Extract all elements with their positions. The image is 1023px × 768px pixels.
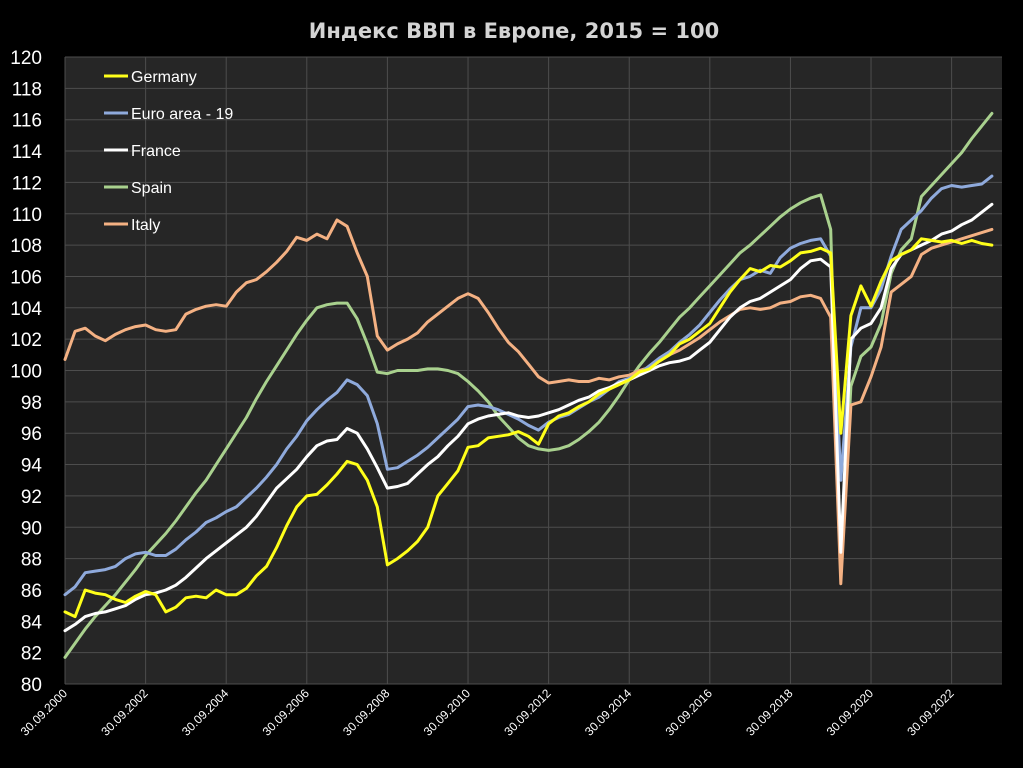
y-tick-label: 84 [21,612,43,633]
y-tick-label: 110 [12,205,42,226]
y-tick-label: 100 [10,362,42,383]
series-layer [63,111,994,659]
y-tick-label: 102 [10,330,42,351]
y-tick-label: 82 [21,644,42,665]
y-tick-label: 106 [10,267,42,288]
legend-label: Euro area - 19 [131,106,233,123]
y-tick-label: 120 [10,48,42,69]
chart-title: Индекс ВВП в Европе, 2015 = 100 [309,19,719,43]
y-tick-label: 86 [21,581,42,602]
y-tick-label: 96 [21,424,42,445]
y-tick-label: 98 [21,393,42,414]
y-tick-label: 118 [12,79,42,100]
y-tick-label: 88 [21,550,42,571]
series-line-euro-area-19 [63,174,994,597]
y-tick-label: 94 [21,456,43,477]
legend-label: France [131,143,181,160]
legend: Germany Euro area - 19 France Spain Italy [104,69,233,234]
y-tick-label: 92 [21,487,42,508]
series-line-germany [63,237,994,619]
y-tick-label: 80 [21,675,42,696]
y-tick-label: 112 [12,173,42,194]
y-tick-label: 104 [10,299,42,320]
y-tick-label: 116 [12,111,42,132]
y-axis: 80 82 84 86 88 90 92 94 96 98 100 102 104 106 108 110 11… [10,48,42,696]
y-tick-label: 114 [12,142,43,163]
series-line-france [63,202,994,633]
legend-label: Italy [131,217,160,234]
y-tick-label: 90 [21,518,42,539]
legend-label: Germany [131,69,197,86]
y-tick-label: 108 [10,236,42,257]
legend-label: Spain [131,180,172,197]
